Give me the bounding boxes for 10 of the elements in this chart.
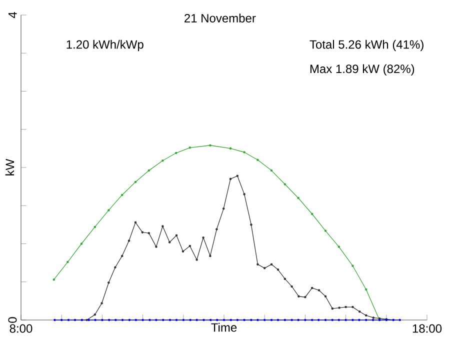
y-tick-label: 0 — [8, 317, 17, 323]
y-tick-label: 4 — [8, 12, 17, 18]
y-axis-title: kW — [5, 158, 14, 176]
annotation: 1.20 kWh/kWp — [66, 40, 144, 52]
annotation: Total 5.26 kWh (41%) — [310, 40, 424, 52]
annotation: Max 1.89 kW (82%) — [310, 64, 414, 76]
x-axis-title: Time — [211, 322, 237, 332]
chart-title: 21 November — [184, 14, 256, 22]
x-tick-label: 18:00 — [412, 324, 442, 333]
x-tick-label: 8:00 — [10, 324, 32, 333]
